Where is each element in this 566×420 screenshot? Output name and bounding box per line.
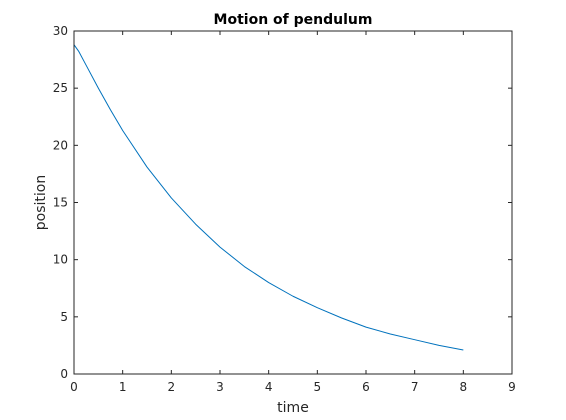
x-axis-label: time <box>277 400 309 416</box>
x-axis: 0 1 2 3 4 5 6 7 8 9 <box>70 31 516 394</box>
y-tick-label: 30 <box>53 24 68 38</box>
y-tick-label: 5 <box>60 310 68 324</box>
x-tick-label: 1 <box>119 380 127 394</box>
x-tick-label: 7 <box>411 380 419 394</box>
y-tick-label: 15 <box>53 196 68 210</box>
x-tick-label: 9 <box>508 380 516 394</box>
x-tick-label: 2 <box>168 380 176 394</box>
y-tick-label: 20 <box>53 138 68 152</box>
x-tick-label: 5 <box>314 380 322 394</box>
plot-area <box>74 31 512 374</box>
chart-title: Motion of pendulum <box>214 12 373 28</box>
x-tick-label: 0 <box>70 380 78 394</box>
series-layer <box>73 44 464 351</box>
x-tick-label: 6 <box>362 380 370 394</box>
series-line <box>73 44 464 351</box>
x-tick-label: 3 <box>216 380 224 394</box>
y-axis: 0 5 10 15 20 25 30 <box>53 24 512 381</box>
y-tick-label: 10 <box>53 253 68 267</box>
x-tick-label: 8 <box>460 380 468 394</box>
y-axis-label: position <box>33 175 49 230</box>
x-tick-label: 4 <box>265 380 273 394</box>
y-tick-label: 25 <box>53 81 68 95</box>
y-tick-label: 0 <box>60 367 68 381</box>
